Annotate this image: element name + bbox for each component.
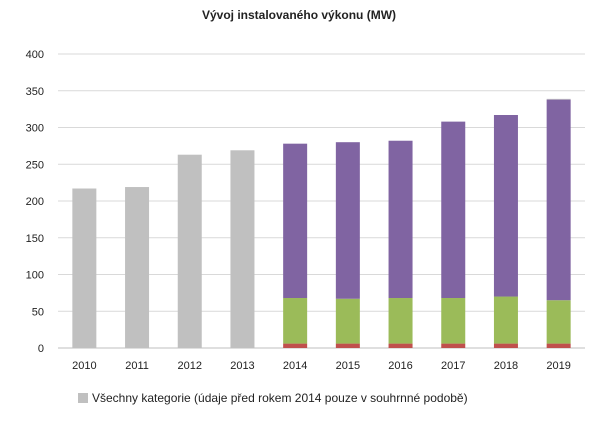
bar-segment-2014-s3 <box>283 143 308 299</box>
x-tick-label: 2016 <box>388 360 412 372</box>
x-tick-label: 2012 <box>178 360 202 372</box>
bar-segment-2016-s3 <box>388 140 413 299</box>
bar-segment-2017-s1 <box>441 343 466 348</box>
bar-segment-2013-s0 <box>230 150 255 348</box>
bar-segment-2016-s2 <box>388 298 413 344</box>
bar-segment-2015-s2 <box>335 298 360 344</box>
legend: Všechny kategorie (údaje před rokem 2014… <box>78 391 468 405</box>
y-tick-label: 0 <box>38 343 44 355</box>
x-tick-label: 2010 <box>72 360 96 372</box>
legend-label: Všechny kategorie (údaje před rokem 2014… <box>92 391 468 405</box>
y-tick-label: 400 <box>26 49 44 61</box>
bar-segment-2017-s2 <box>441 298 466 344</box>
bar-segment-2010-s0 <box>72 188 97 348</box>
x-tick-label: 2018 <box>494 360 518 372</box>
y-tick-label: 300 <box>26 123 44 135</box>
y-tick-label: 250 <box>26 159 44 171</box>
bar-segment-2019-s3 <box>546 99 571 301</box>
bar-segment-2011-s0 <box>125 187 150 348</box>
y-axis-ticks: 0 50 100 150 200 250 300 350 400 <box>26 49 44 355</box>
legend-swatch <box>78 393 88 403</box>
y-tick-label: 100 <box>26 270 44 282</box>
bar-segment-2014-s2 <box>283 298 308 344</box>
bar-segment-2014-s1 <box>283 343 308 348</box>
y-tick-label: 350 <box>26 86 44 98</box>
bar-segment-2017-s3 <box>441 121 466 299</box>
bar-segment-2016-s1 <box>388 343 413 348</box>
chart-title: Vývoj instalovaného výkonu (MW) <box>201 8 397 22</box>
y-tick-label: 50 <box>32 306 44 318</box>
bar-segment-2015-s1 <box>335 343 360 348</box>
bar-segment-2019-s1 <box>546 343 571 348</box>
bar-segment-2015-s3 <box>335 142 360 299</box>
x-axis-ticks: 2010 2011 2012 2013 2014 2015 2016 2017 2018 2019 <box>72 360 571 372</box>
y-tick-label: 150 <box>26 233 44 245</box>
bar-segment-2019-s4 <box>546 98 571 100</box>
bar-segment-2018-s2 <box>493 296 518 344</box>
bar-segment-2012-s0 <box>177 154 202 348</box>
y-tick-label: 200 <box>26 196 44 208</box>
x-tick-label: 2015 <box>336 360 360 372</box>
bars <box>72 98 571 348</box>
bar-segment-2018-s3 <box>493 115 518 297</box>
bar-segment-2018-s1 <box>493 343 518 348</box>
x-tick-label: 2014 <box>283 360 307 372</box>
x-tick-label: 2013 <box>230 360 254 372</box>
bar-segment-2019-s2 <box>546 300 571 344</box>
x-tick-label: 2011 <box>125 360 149 372</box>
x-tick-label: 2017 <box>441 360 465 372</box>
x-tick-label: 2019 <box>546 360 570 372</box>
